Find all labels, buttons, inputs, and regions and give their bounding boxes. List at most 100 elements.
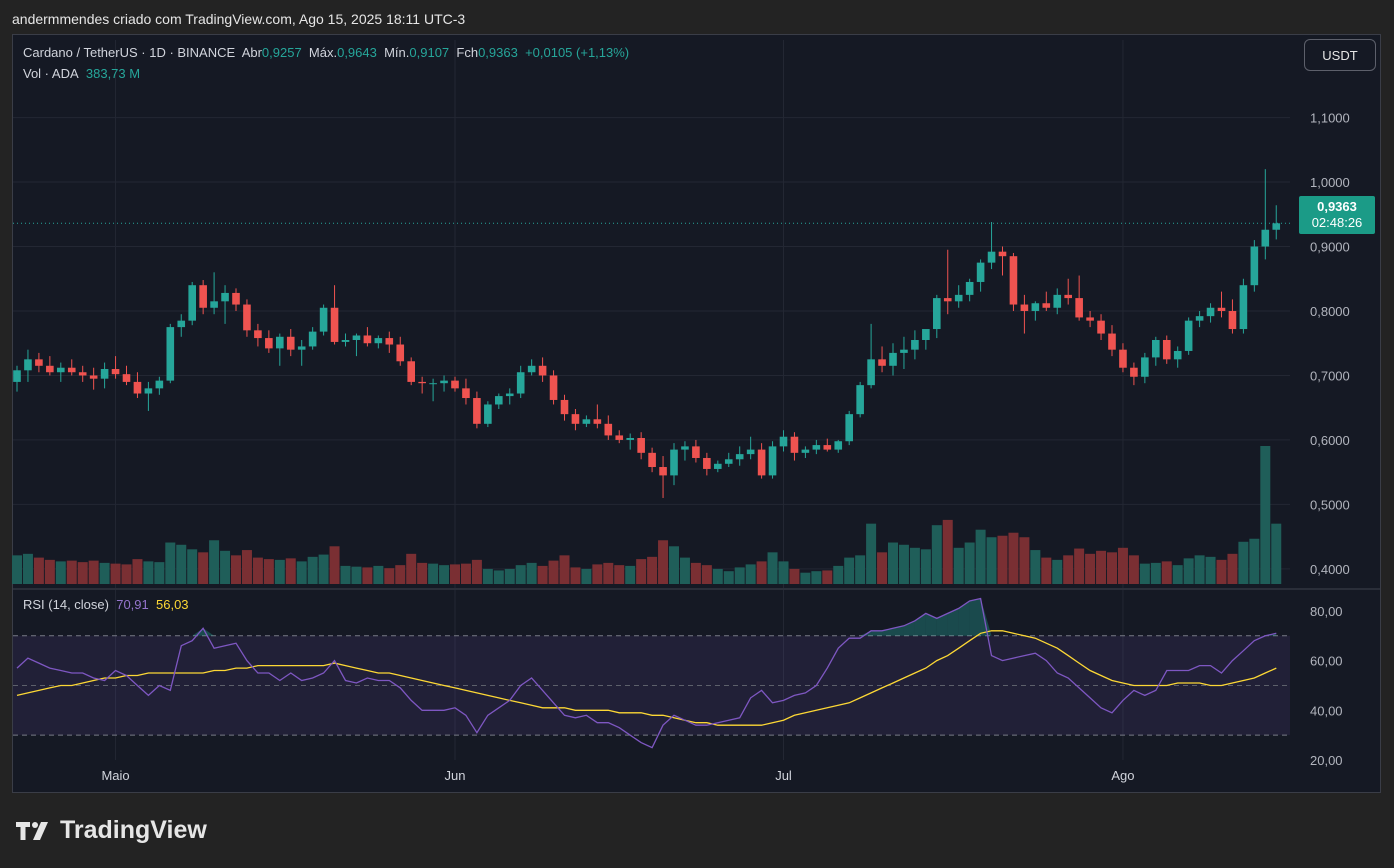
volume-bar <box>1260 446 1271 584</box>
volume-bar <box>1019 537 1030 584</box>
candle <box>976 259 985 292</box>
rsi-overbought-fill <box>947 608 959 636</box>
candle <box>856 381 864 418</box>
candle <box>1141 352 1149 384</box>
candle-body <box>976 262 985 282</box>
candle-body <box>133 381 142 394</box>
volume-bar <box>603 562 614 584</box>
volume-bar <box>209 540 220 584</box>
volume-legend: Vol · ADA 383,73 M <box>23 66 140 81</box>
volume-bar <box>241 550 252 584</box>
volume-bar <box>132 559 143 584</box>
candle <box>232 288 240 311</box>
volume-bar <box>833 565 844 584</box>
candle-body <box>757 449 766 476</box>
volume-bar <box>77 562 88 584</box>
volume-bar <box>307 556 318 584</box>
candle <box>1152 336 1160 366</box>
candle <box>265 330 273 353</box>
candle-body <box>232 292 240 305</box>
rsi-overbought-fill <box>882 628 893 636</box>
candle-body <box>812 445 821 450</box>
volume-bar <box>679 557 690 584</box>
candle <box>1239 278 1248 334</box>
volume-bar <box>931 525 942 584</box>
candle <box>122 365 131 386</box>
candle <box>1075 275 1083 321</box>
candle-body <box>790 436 799 453</box>
candle <box>779 430 788 452</box>
candle-body <box>89 375 98 379</box>
bar-countdown: 02:48:26 <box>1311 215 1363 230</box>
candle-body <box>440 380 448 384</box>
volume-bar <box>1030 550 1041 584</box>
candle <box>1064 278 1072 305</box>
candle-body <box>276 336 284 349</box>
brand-name: TradingView <box>60 816 207 844</box>
volume-bar <box>581 568 592 584</box>
volume-bar <box>975 529 986 584</box>
volume-bar <box>1139 563 1150 584</box>
candle <box>495 393 503 409</box>
volume-bar <box>953 547 964 584</box>
candle-body <box>1053 294 1062 308</box>
volume-bar <box>1074 548 1085 584</box>
volume-bar <box>263 559 274 584</box>
candle <box>812 439 821 455</box>
volume-bar <box>625 565 636 584</box>
volume-bar <box>548 560 559 584</box>
candle <box>681 441 689 461</box>
candle <box>67 359 76 376</box>
high-value: 0,9643 <box>337 45 377 60</box>
candle <box>330 285 339 345</box>
currency-button[interactable]: USDT <box>1304 39 1376 71</box>
candle-body <box>856 385 864 415</box>
candle <box>757 443 766 479</box>
candle-body <box>571 414 580 424</box>
candle-body <box>1250 246 1259 286</box>
rsi-ma-line <box>16 630 1277 726</box>
candle <box>407 357 415 386</box>
volume-bar <box>658 540 669 584</box>
candle-body <box>188 285 196 321</box>
candle-body <box>100 369 109 379</box>
candle <box>144 381 153 411</box>
candle <box>746 436 755 460</box>
volume-bar <box>811 571 822 584</box>
candle <box>133 372 142 399</box>
volume-bar <box>384 568 395 584</box>
volume-bar <box>669 546 679 584</box>
volume-bar <box>515 565 526 584</box>
candle-body <box>1130 367 1138 377</box>
volume-bar <box>340 565 351 584</box>
volume-bar <box>986 537 997 584</box>
candle <box>57 362 65 382</box>
rsi-label: RSI (14, close) <box>23 597 109 612</box>
chart-frame[interactable] <box>12 34 1381 793</box>
candle-body <box>834 441 843 450</box>
candle-body <box>746 449 755 455</box>
candle <box>188 281 196 326</box>
volume-bar <box>559 555 570 584</box>
last-price: 0,9363 <box>1317 199 1357 214</box>
candle-body <box>560 399 569 415</box>
candle-body <box>779 436 788 447</box>
candle <box>1162 335 1171 364</box>
candle-body <box>1031 303 1040 311</box>
volume-bar <box>636 559 647 584</box>
candle <box>341 333 350 347</box>
symbol-name: Cardano / TetherUS · 1D · BINANCE <box>23 45 236 60</box>
candle <box>724 452 733 468</box>
tradingview-logo[interactable]: TradingView <box>14 816 207 845</box>
candle <box>582 415 591 428</box>
candle-body <box>943 298 952 302</box>
volume-bar <box>822 570 833 584</box>
candle-body <box>911 340 919 350</box>
candle-body <box>714 463 722 469</box>
volume-bar <box>450 564 460 584</box>
candle <box>714 460 722 473</box>
candle <box>560 394 569 421</box>
candle <box>922 329 930 350</box>
candle-body <box>626 438 634 440</box>
